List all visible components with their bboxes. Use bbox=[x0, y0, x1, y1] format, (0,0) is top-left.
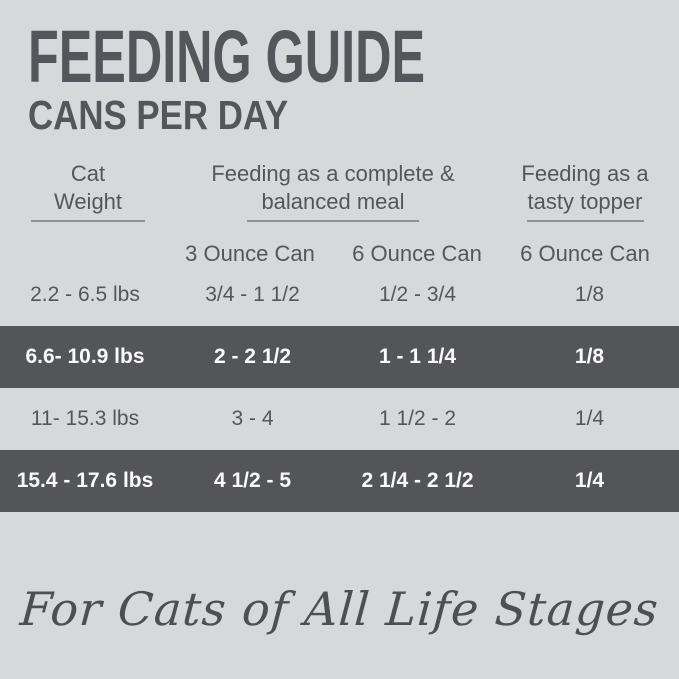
cell-3oz-amount: 2 - 2 1/2 bbox=[213, 345, 292, 368]
cell-cat-weight: 11- 15.3 lbs bbox=[30, 407, 140, 430]
cell-6oz-amount: 2 1/4 - 2 1/2 bbox=[361, 469, 474, 492]
cell-3oz-amount: 4 1/2 - 5 bbox=[213, 469, 292, 492]
all-life-stages-tagline: For Cats of All Life Stages bbox=[18, 582, 661, 636]
tasty-topper-line1: Feeding as a bbox=[521, 161, 649, 186]
cell-topper-amount: 1/8 bbox=[574, 345, 605, 368]
table-row: 11- 15.3 lbs 3 - 4 1 1/2 - 2 1/4 bbox=[0, 388, 679, 450]
page-title: FEEDING GUIDE bbox=[28, 15, 426, 98]
cell-6oz-amount: 1 - 1 1/4 bbox=[378, 345, 457, 368]
column-header-cat-weight: Cat Weight bbox=[8, 160, 168, 222]
cell-6oz-amount: 1 1/2 - 2 bbox=[378, 407, 457, 430]
table-row: 15.4 - 17.6 lbs 4 1/2 - 5 2 1/4 - 2 1/2 … bbox=[0, 450, 679, 512]
table-row: 6.6- 10.9 lbs 2 - 2 1/2 1 - 1 1/4 1/8 bbox=[0, 326, 679, 388]
cell-topper-amount: 1/4 bbox=[574, 407, 605, 430]
column-header-tasty-topper: Feeding as a tasty topper bbox=[505, 160, 665, 222]
cell-3oz-amount: 3/4 - 1 1/2 bbox=[205, 283, 300, 306]
column-header-complete-meal: Feeding as a complete & balanced meal bbox=[173, 160, 493, 222]
cell-cat-weight: 6.6- 10.9 lbs bbox=[25, 345, 145, 368]
complete-meal-underline bbox=[247, 220, 419, 222]
tasty-topper-underline bbox=[526, 220, 644, 222]
subheader-6oz-can-topper: 6 Ounce Can bbox=[520, 241, 650, 266]
complete-meal-line2: balanced meal bbox=[261, 189, 405, 214]
cell-6oz-amount: 1/2 - 3/4 bbox=[378, 283, 457, 306]
tasty-topper-line2: tasty topper bbox=[527, 189, 643, 214]
cat-weight-underline bbox=[31, 220, 145, 222]
complete-meal-line1: Feeding as a complete & bbox=[211, 161, 455, 186]
feeding-table-rows: 2.2 - 6.5 lbs 3/4 - 1 1/2 1/2 - 3/4 1/8 … bbox=[0, 264, 679, 512]
cell-3oz-amount: 3 - 4 bbox=[231, 407, 274, 430]
cell-cat-weight: 2.2 - 6.5 lbs bbox=[30, 283, 140, 306]
cat-weight-line1: Cat bbox=[70, 161, 106, 186]
cell-topper-amount: 1/8 bbox=[574, 283, 605, 306]
page-subtitle: CANS PER DAY bbox=[28, 92, 289, 138]
subheader-3oz-can: 3 Ounce Can bbox=[185, 241, 315, 266]
cat-weight-line2: Weight bbox=[53, 189, 123, 214]
cell-topper-amount: 1/4 bbox=[574, 469, 605, 492]
table-row: 2.2 - 6.5 lbs 3/4 - 1 1/2 1/2 - 3/4 1/8 bbox=[0, 264, 679, 326]
cell-cat-weight: 15.4 - 17.6 lbs bbox=[16, 469, 154, 492]
subheader-6oz-can-meal: 6 Ounce Can bbox=[352, 241, 482, 266]
